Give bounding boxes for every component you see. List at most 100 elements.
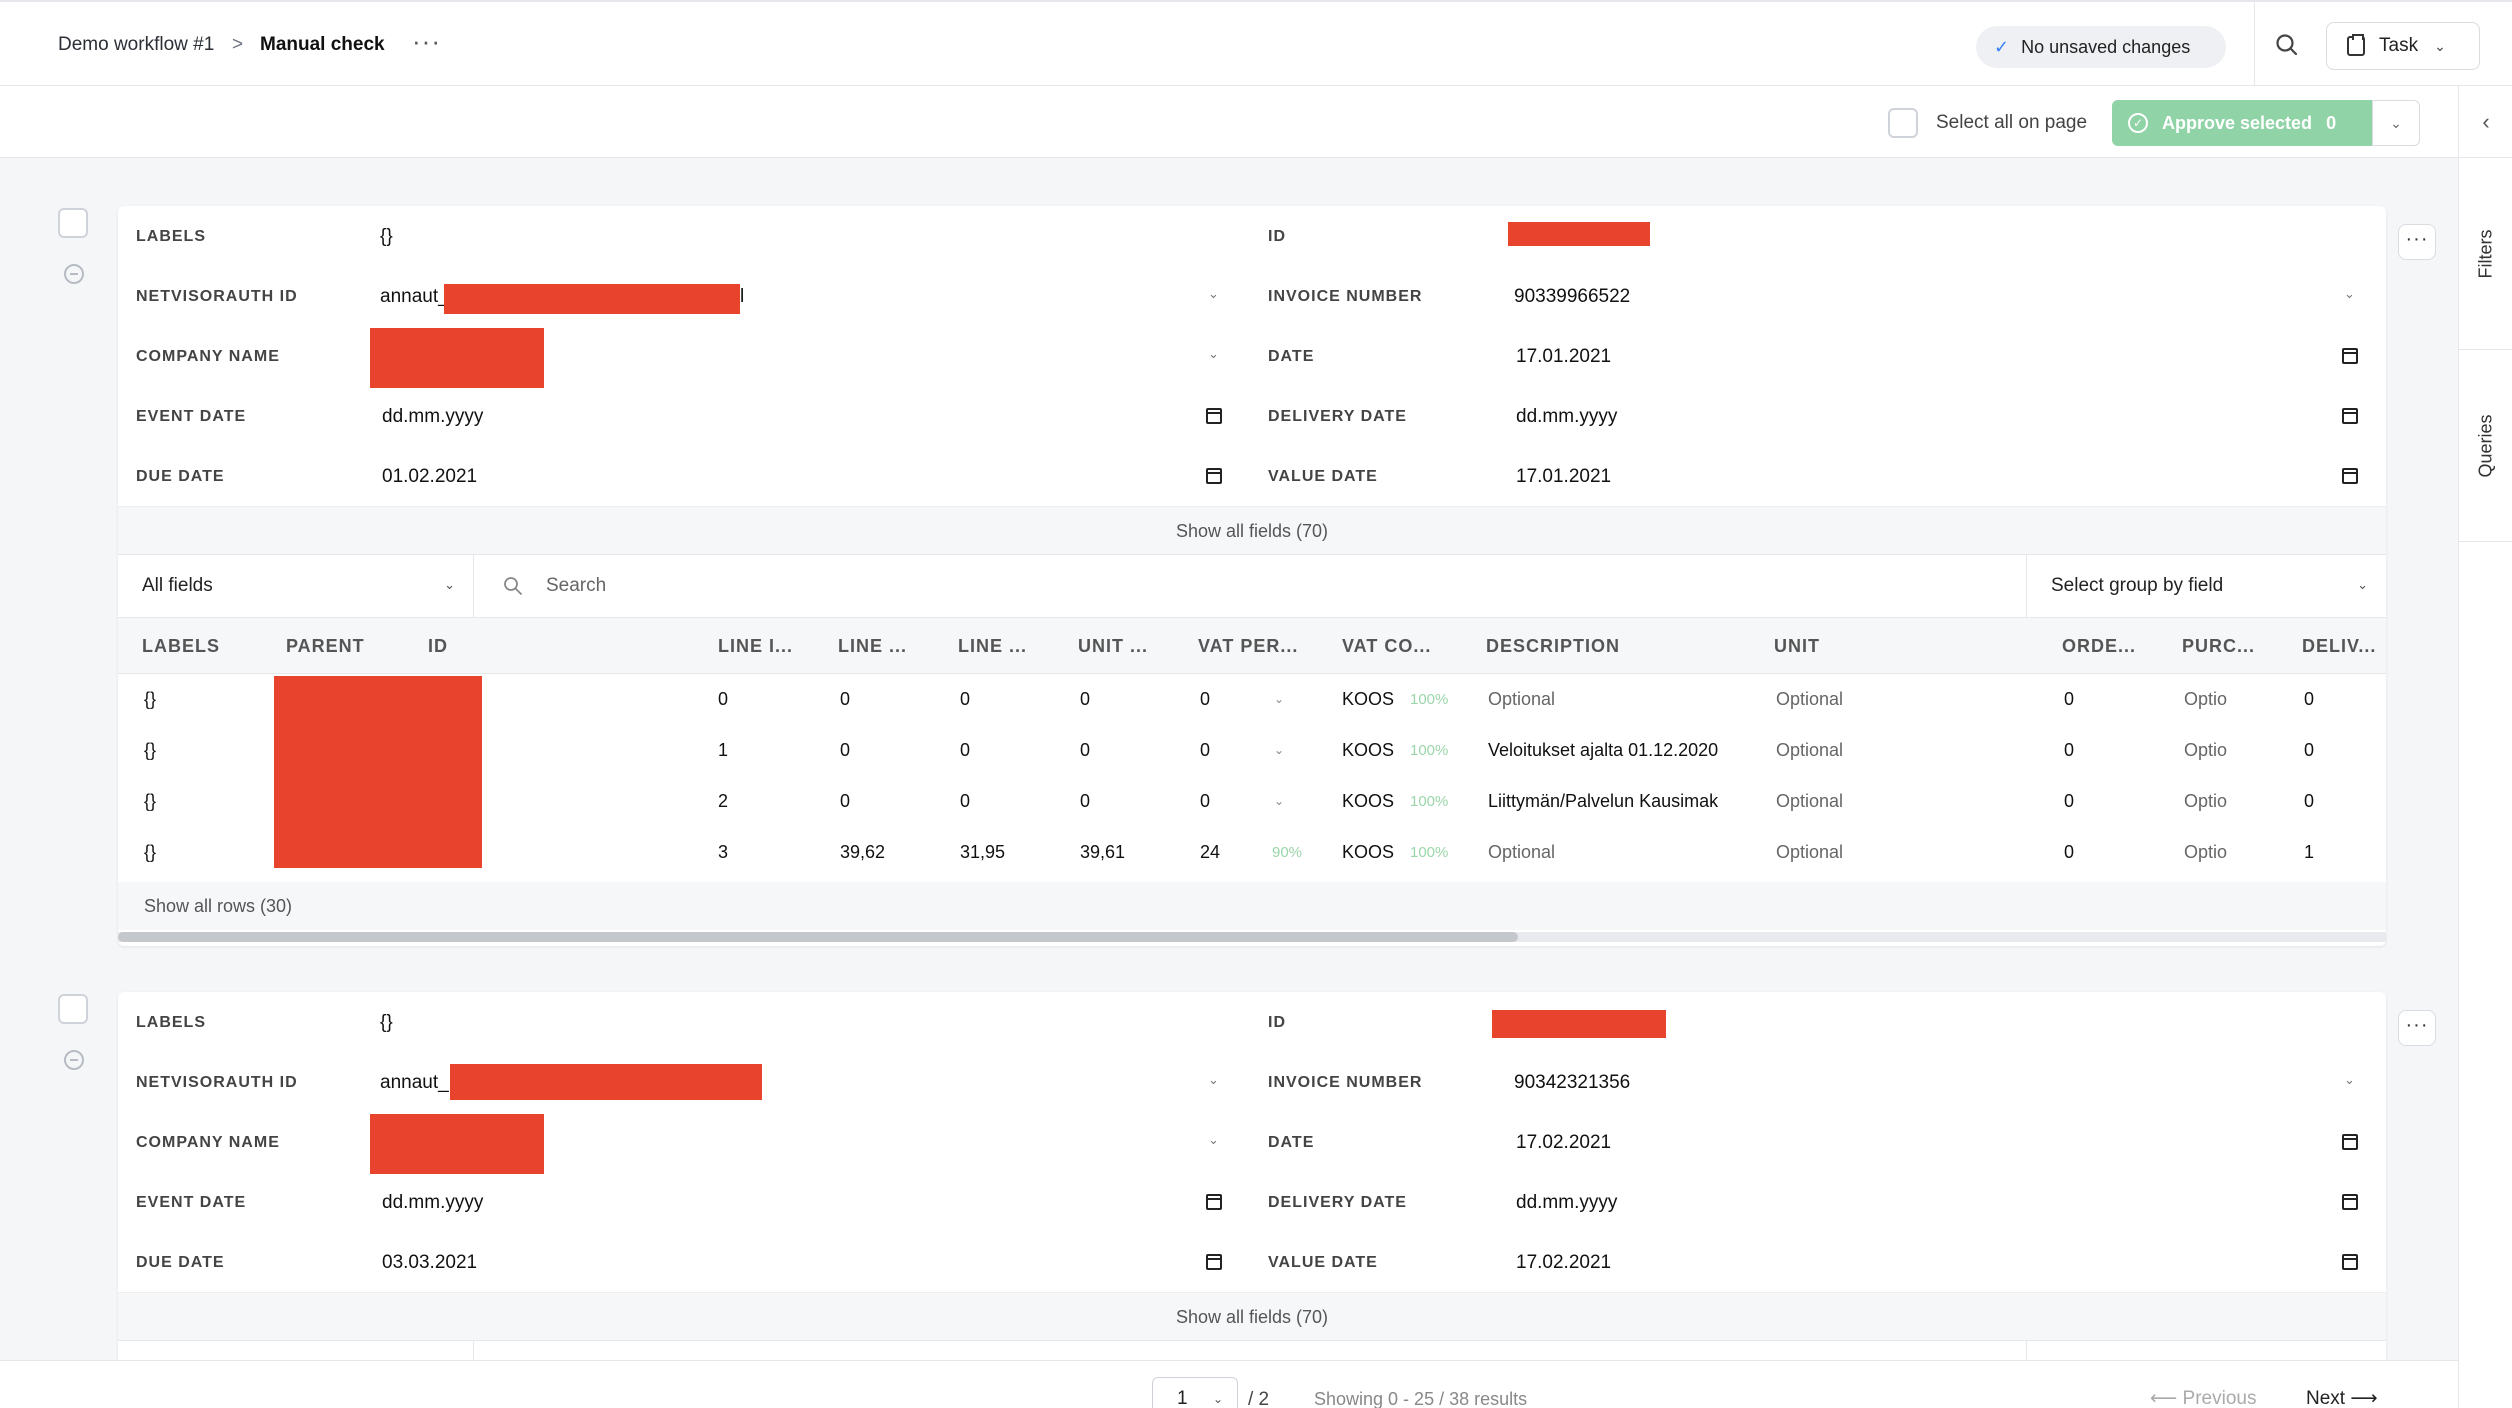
cell-line[interactable]: 0 (960, 740, 971, 760)
table-row[interactable]: {} 3 39,62 31,95 39,61 24 90% KOOS 100% … (118, 827, 2386, 878)
cell-order[interactable]: 0 (2064, 791, 2075, 811)
field-value[interactable]: 17.02.2021 (1516, 1132, 1612, 1153)
column-header[interactable]: LINE ... (958, 636, 1028, 656)
cell-vat-percent[interactable]: 24 (1200, 842, 1221, 862)
cell-unit[interactable]: Optional (1776, 740, 1844, 760)
column-header[interactable]: LINE I... (718, 636, 794, 656)
calendar-icon[interactable] (2342, 1194, 2358, 1210)
field-value[interactable]: 03.03.2021 (382, 1252, 478, 1273)
calendar-icon[interactable] (2342, 348, 2358, 364)
cell-purchase[interactable]: Optio (2184, 740, 2228, 760)
cell-order[interactable]: 0 (2064, 689, 2075, 709)
record-more-button[interactable]: ··· (2398, 1010, 2436, 1046)
cell-description[interactable]: Optional (1488, 689, 1556, 709)
field-value[interactable]: 90339966522 (1514, 286, 1631, 307)
task-button[interactable]: Task ⌄ (2326, 22, 2480, 70)
search-button[interactable] (2272, 30, 2302, 60)
cell-line[interactable]: 39,62 (840, 842, 886, 862)
cell-vat-percent[interactable]: 0 (1200, 791, 1211, 811)
field-value[interactable]: 17.01.2021 (1516, 346, 1612, 367)
calendar-icon[interactable] (2342, 1254, 2358, 1270)
cell-labels[interactable]: {} (144, 689, 157, 709)
cell-vat-code[interactable]: KOOS (1342, 791, 1395, 811)
cell-delivery[interactable]: 0 (2304, 740, 2315, 760)
field-value[interactable]: dd.mm.yyyy (382, 1192, 484, 1213)
chevron-down-icon[interactable]: ⌄ (1208, 1072, 1219, 1087)
cell-line-index[interactable]: 2 (718, 791, 729, 811)
scrollbar-thumb[interactable] (118, 932, 1518, 942)
breadcrumb-workflow[interactable]: Demo workflow #1 (58, 34, 215, 55)
cell-delivery[interactable]: 0 (2304, 791, 2315, 811)
chevron-down-icon[interactable]: ⌄ (2344, 1072, 2355, 1087)
field-value[interactable]: 17.02.2021 (1516, 1252, 1612, 1273)
table-row[interactable]: {} 2 0 0 0 0 ⌄ KOOS 100% Liittymän/Palve… (118, 776, 2386, 827)
calendar-icon[interactable] (1206, 468, 1222, 484)
line-items-search-input[interactable]: Search (474, 555, 2026, 617)
column-header[interactable]: UNIT (1774, 636, 1820, 656)
cell-line[interactable]: 0 (960, 689, 971, 709)
field-value[interactable]: {} (380, 226, 393, 247)
cell-line-index[interactable]: 1 (718, 740, 729, 760)
column-header[interactable]: LABELS (142, 636, 220, 656)
cell-vat-percent[interactable]: 0 (1200, 689, 1211, 709)
cell-unit[interactable]: Optional (1776, 689, 1844, 709)
cell-delivery[interactable]: 0 (2304, 689, 2315, 709)
more-options-icon[interactable]: ··· (412, 26, 441, 56)
cell-unit[interactable]: Optional (1776, 842, 1844, 862)
previous-page-button[interactable]: ⟵ Previous (2150, 1387, 2256, 1408)
cell-order[interactable]: 0 (2064, 842, 2075, 862)
calendar-icon[interactable] (2342, 1134, 2358, 1150)
field-value[interactable]: dd.mm.yyyy (1516, 406, 1618, 427)
column-header[interactable]: PARENT (286, 636, 365, 656)
chevron-down-icon[interactable]: ⌄ (1208, 286, 1219, 301)
cell-unit-price[interactable]: 0 (1080, 791, 1091, 811)
calendar-icon[interactable] (1206, 1254, 1222, 1270)
table-row[interactable]: {} 0 0 0 0 0 ⌄ KOOS 100% Optional Option… (118, 674, 2386, 725)
cell-purchase[interactable]: Optio (2184, 689, 2228, 709)
approve-selected-button[interactable]: ✓ Approve selected 0 (2112, 100, 2372, 146)
column-header[interactable]: UNIT ... (1078, 636, 1148, 656)
column-header[interactable]: DELIV... (2302, 636, 2377, 656)
tab-queries[interactable]: Queries (2459, 350, 2512, 542)
collapse-panel-button[interactable]: ‹ (2459, 86, 2512, 158)
cell-purchase[interactable]: Optio (2184, 791, 2228, 811)
field-value[interactable]: 17.01.2021 (1516, 466, 1612, 487)
field-value[interactable]: 90342321356 (1514, 1072, 1631, 1093)
cell-unit-price[interactable]: 0 (1080, 740, 1091, 760)
field-value[interactable]: {} (380, 1012, 393, 1033)
column-header[interactable]: ID (428, 636, 448, 656)
collapse-record-icon[interactable] (64, 1050, 84, 1070)
field-value[interactable]: annaut_ (380, 1072, 449, 1093)
cell-vat-code[interactable]: KOOS (1342, 740, 1395, 760)
column-header[interactable]: LINE ... (838, 636, 908, 656)
record-more-button[interactable]: ··· (2398, 224, 2436, 260)
field-value[interactable]: dd.mm.yyyy (382, 406, 484, 427)
chevron-down-icon[interactable]: ⌄ (1208, 1132, 1219, 1147)
chevron-down-icon[interactable]: ⌄ (1274, 794, 1285, 808)
field-value[interactable]: 01.02.2021 (382, 466, 478, 487)
all-fields-select[interactable]: All fields ⌄ (118, 555, 474, 617)
cell-vat-code[interactable]: KOOS (1342, 689, 1395, 709)
column-header[interactable]: VAT CO... (1342, 636, 1432, 656)
calendar-icon[interactable] (1206, 1194, 1222, 1210)
page-select[interactable]: 1 ⌄ (1152, 1377, 1238, 1408)
cell-vat-code[interactable]: KOOS (1342, 842, 1395, 862)
select-all-checkbox[interactable] (1888, 108, 1918, 138)
cell-line-index[interactable]: 3 (718, 842, 729, 862)
cell-description[interactable]: Liittymän/Palvelun Kausimak (1488, 791, 1719, 811)
group-by-select[interactable]: Select group by field ⌄ (2026, 555, 2386, 617)
cell-unit[interactable]: Optional (1776, 791, 1844, 811)
cell-line[interactable]: 31,95 (960, 842, 1006, 862)
cell-vat-percent[interactable]: 0 (1200, 740, 1211, 760)
cell-labels[interactable]: {} (144, 740, 157, 760)
table-row[interactable]: {} 1 0 0 0 0 ⌄ KOOS 100% Veloitukset aja… (118, 725, 2386, 776)
cell-description[interactable]: Optional (1488, 842, 1556, 862)
cell-delivery[interactable]: 1 (2304, 842, 2315, 862)
show-all-rows-button[interactable]: Show all rows (30) (118, 882, 2386, 930)
horizontal-scrollbar[interactable] (118, 932, 2386, 942)
calendar-icon[interactable] (1206, 408, 1222, 424)
column-header[interactable]: ORDE... (2062, 636, 2137, 656)
chevron-down-icon[interactable]: ⌄ (1208, 346, 1219, 361)
calendar-icon[interactable] (2342, 408, 2358, 424)
cell-line[interactable]: 0 (840, 689, 851, 709)
